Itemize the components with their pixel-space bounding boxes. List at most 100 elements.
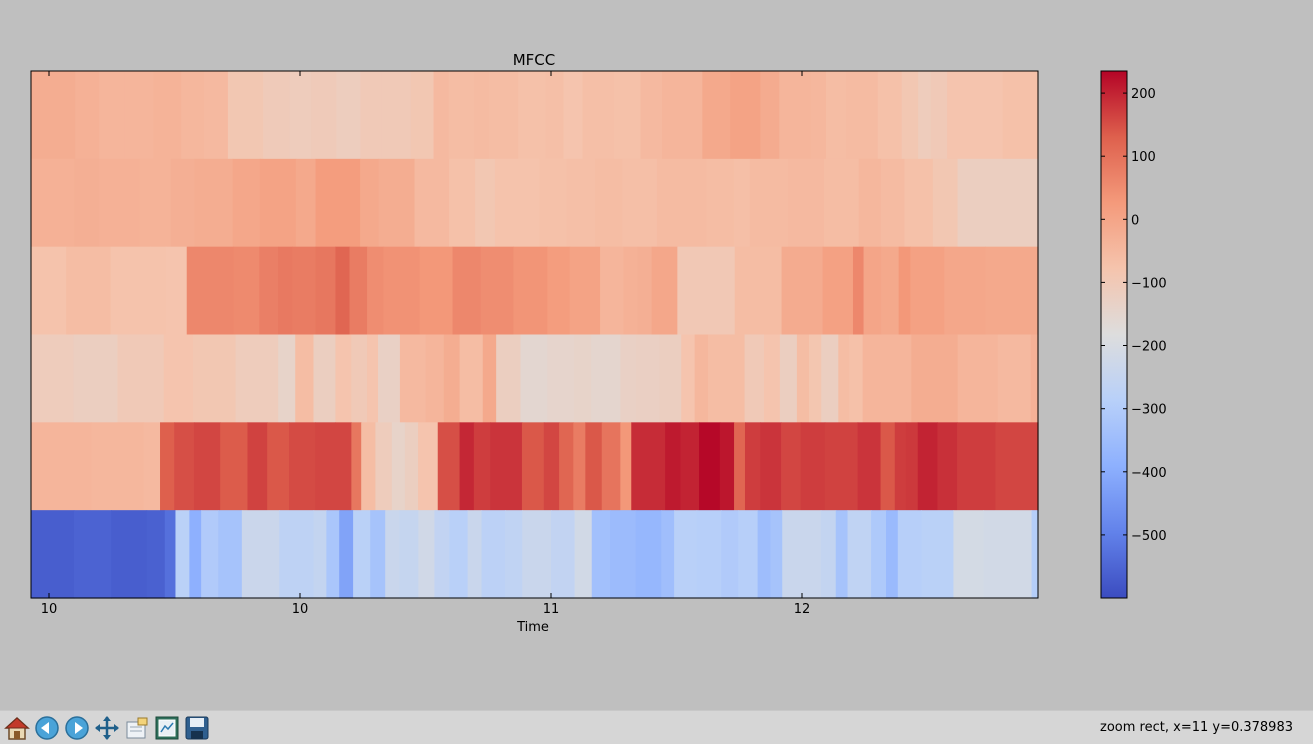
back-button[interactable] — [33, 714, 60, 741]
heatmap-cell — [153, 71, 182, 160]
heatmap-cell — [997, 334, 1032, 423]
heatmap-cell — [192, 334, 237, 423]
heatmap-cell — [880, 422, 896, 511]
heatmap-cell — [826, 71, 847, 160]
heatmap-cell — [201, 510, 219, 599]
heatmap-cell — [434, 510, 451, 599]
heatmap-cell — [901, 71, 919, 160]
heatmap-cell — [681, 334, 696, 423]
heatmap-cell — [482, 334, 497, 423]
heatmap-cell — [702, 71, 731, 160]
subplots-button[interactable] — [123, 714, 150, 741]
colorbar-tick-label: 200 — [1131, 87, 1156, 102]
home-button[interactable] — [3, 714, 30, 741]
heatmap-cell — [399, 510, 419, 599]
heatmap-cell — [313, 334, 337, 423]
heatmap-cell — [165, 246, 188, 336]
colorbar-tick-label: 0 — [1131, 213, 1139, 228]
heatmap-cell — [449, 158, 476, 248]
heatmap-cell — [781, 246, 824, 336]
heatmap-cell — [385, 510, 400, 599]
heatmap-cell — [636, 334, 660, 423]
mfcc-plot[interactable]: 10 10 11 12 MFCC Time 200 100 0 −100 −200 −300 −4… — [0, 0, 1313, 710]
pan-button[interactable] — [93, 714, 120, 741]
heatmap-cell — [862, 334, 912, 423]
heatmap-cell — [696, 510, 722, 599]
heatmap-cell — [360, 158, 380, 248]
heatmap-cell — [295, 334, 315, 423]
heatmap-cell — [539, 158, 568, 248]
heatmap-cell — [437, 422, 461, 511]
heatmap-cell — [930, 71, 948, 160]
zoom-rect-button[interactable] — [153, 714, 180, 741]
save-button[interactable] — [183, 714, 210, 741]
heatmap-cell — [418, 510, 436, 599]
forward-button[interactable] — [63, 714, 90, 741]
heatmap-cell — [822, 246, 854, 336]
heatmap-cell — [193, 422, 221, 511]
heatmap-cell — [894, 422, 907, 511]
colorbar-tick-label: −300 — [1131, 403, 1167, 418]
heatmap-cell — [110, 246, 152, 336]
heatmap-cell — [473, 422, 491, 511]
heatmap-cell — [620, 422, 632, 511]
heatmap-cell — [419, 246, 454, 336]
heatmap-cell — [563, 71, 584, 160]
x-tick-label: 12 — [794, 602, 811, 617]
heatmap-cell — [566, 158, 596, 248]
heatmap-cell — [880, 158, 905, 248]
heatmap-cell — [545, 71, 565, 160]
heatmap-cell — [569, 246, 601, 336]
heatmap-cell — [957, 334, 999, 423]
heatmap-cell — [706, 158, 735, 248]
x-axis-label: Time — [516, 620, 549, 635]
heatmap-cell — [259, 158, 297, 248]
heatmap-cell — [781, 422, 802, 511]
heatmap-cell — [637, 246, 653, 336]
heatmap-cell — [513, 246, 548, 336]
heatmap-cell — [918, 71, 932, 160]
heatmap-cell — [263, 71, 291, 160]
heatmap-cell — [31, 422, 92, 511]
heatmap-cell — [574, 510, 593, 599]
status-readout: zoom rect, x=11 y=0.378983 — [1100, 720, 1293, 735]
heatmap-cell — [146, 510, 166, 599]
heatmap-cell — [490, 422, 523, 511]
heatmap-cell — [659, 334, 682, 423]
heatmap-cell — [449, 510, 469, 599]
heatmap-cell — [232, 158, 261, 248]
heatmap-cell — [75, 71, 100, 160]
heatmap-cell — [448, 71, 475, 160]
heatmap-cell — [1002, 71, 1039, 160]
heatmap-cell — [399, 334, 427, 423]
heatmap-cell — [163, 334, 194, 423]
heatmap-cell — [295, 158, 317, 248]
heatmap-cell — [160, 422, 175, 511]
heatmap-cell — [164, 510, 177, 599]
heatmap-cell — [99, 71, 125, 160]
heatmap-cell — [336, 71, 361, 160]
heatmap-cell — [995, 422, 1039, 511]
heatmap-cell — [910, 246, 945, 336]
heatmap-cell — [835, 510, 849, 599]
heatmap-cell — [367, 334, 379, 423]
heatmap-cell — [73, 334, 119, 423]
heatmap-cell — [824, 422, 859, 511]
heatmap-cell — [475, 158, 496, 248]
colorbar-tick-label: −100 — [1131, 276, 1167, 291]
heatmap-cell — [582, 71, 615, 160]
heatmap-cell — [404, 422, 419, 511]
heatmap-cell — [699, 422, 721, 511]
heatmap-cell — [820, 510, 837, 599]
heatmap-cell — [944, 246, 986, 336]
figure-canvas[interactable]: 10 10 11 12 MFCC Time 200 100 0 −100 −200 −300 −4… — [0, 0, 1313, 710]
heatmap-cell — [1031, 510, 1039, 599]
heatmap-cell — [779, 334, 798, 423]
heatmap-cell — [335, 334, 352, 423]
heatmap-cell — [871, 510, 887, 599]
heatmap-cell — [640, 71, 663, 160]
x-tick-label: 10 — [41, 602, 58, 617]
heatmap-cell — [313, 510, 327, 599]
x-axis: 10 10 11 12 — [41, 71, 811, 617]
heatmap-cell — [186, 246, 235, 336]
